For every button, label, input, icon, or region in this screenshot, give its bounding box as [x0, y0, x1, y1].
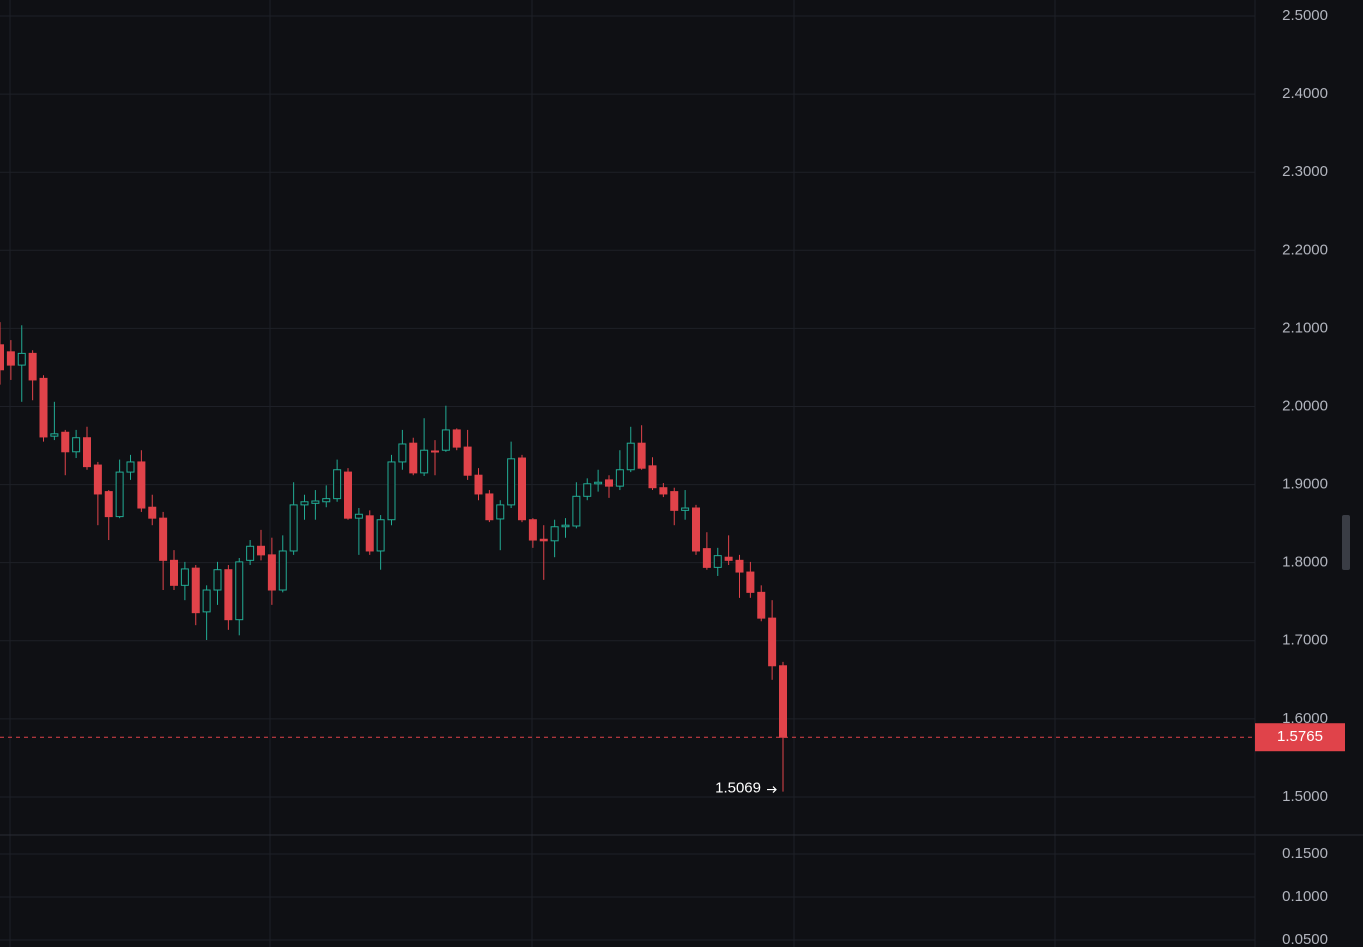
- y-tick-label: 1.7000: [1282, 632, 1328, 649]
- candle-body: [6, 351, 15, 366]
- time-grid: [9, 0, 1056, 947]
- candle-body: [702, 548, 711, 568]
- candle-body: [713, 555, 722, 568]
- candle-body: [474, 474, 483, 495]
- y-tick-label: 2.5000: [1282, 7, 1328, 24]
- y-tick-label: 2.3000: [1282, 163, 1328, 180]
- candle-body: [159, 517, 168, 561]
- candle-body: [333, 469, 342, 500]
- candle-body: [659, 487, 668, 495]
- candle-body: [583, 483, 592, 497]
- candle-body: [235, 561, 244, 621]
- candle-body: [115, 471, 124, 518]
- candle-body: [202, 589, 211, 613]
- candle-body: [594, 481, 603, 485]
- candle-body: [724, 556, 733, 561]
- candle-body: [648, 465, 657, 489]
- candle-body: [126, 461, 135, 473]
- candle-body: [83, 437, 91, 468]
- candle-body: [289, 504, 298, 552]
- candle-body: [191, 567, 200, 614]
- candle-body: [561, 524, 570, 528]
- candle-body: [387, 461, 396, 521]
- candle-body: [485, 493, 494, 521]
- y-tick-label: 1.5000: [1282, 788, 1328, 805]
- y-tick-label: 1.6000: [1282, 710, 1328, 727]
- candle-body: [267, 554, 276, 591]
- candle-body: [735, 559, 744, 573]
- candle-body: [93, 464, 102, 495]
- candle-body: [779, 665, 787, 738]
- candle-body: [626, 442, 635, 471]
- candle-body: [441, 429, 450, 451]
- candle-body: [300, 501, 309, 506]
- candle-body: [278, 550, 287, 591]
- candle-body: [224, 569, 233, 621]
- candle-body: [39, 377, 48, 438]
- low-arrow: [767, 786, 777, 794]
- candle-body: [431, 450, 439, 453]
- candle-body: [670, 491, 679, 511]
- candle-body: [246, 545, 255, 561]
- candle-body: [692, 507, 700, 552]
- candle-body: [322, 498, 331, 503]
- y-tick-label: 2.2000: [1282, 241, 1328, 258]
- candle-body: [550, 526, 559, 542]
- candle-body: [376, 519, 385, 552]
- last-price-badge: [1255, 723, 1345, 752]
- candle-body: [518, 457, 526, 521]
- candle-body: [50, 433, 59, 437]
- candle-body: [528, 519, 537, 541]
- candle-body: [420, 449, 429, 474]
- last-price-label: 1.5765: [1277, 728, 1323, 745]
- candle-body: [0, 344, 4, 371]
- candle-body: [539, 538, 548, 542]
- candle-body: [137, 461, 146, 509]
- candle-body: [311, 500, 320, 504]
- y-tick-label: 2.1000: [1282, 319, 1328, 336]
- y-tick-label: 2.4000: [1282, 85, 1328, 102]
- candle-body: [104, 491, 113, 518]
- y-tick-label: 0.1500: [1282, 845, 1328, 862]
- y-tick-label: 1.8000: [1282, 554, 1328, 571]
- candle-body: [257, 545, 265, 556]
- candle-body: [28, 352, 37, 381]
- low-label: 1.5069: [715, 780, 761, 797]
- candle-body: [746, 571, 755, 593]
- candle-body: [72, 437, 81, 453]
- candle-body: [354, 513, 363, 519]
- candle-body: [61, 431, 70, 453]
- candle-body: [17, 352, 26, 366]
- candle-body: [365, 515, 374, 552]
- candle-body: [463, 446, 472, 476]
- candle-body: [180, 568, 189, 586]
- candle-body: [605, 479, 613, 487]
- candle-body: [637, 442, 646, 469]
- candle-body: [507, 458, 516, 506]
- candle-body: [496, 504, 505, 520]
- candle-body: [681, 507, 690, 511]
- candle-body: [409, 442, 418, 474]
- y-tick-label: 0.0500: [1282, 931, 1328, 947]
- candle-body: [572, 495, 581, 527]
- y-tick-label: 1.9000: [1282, 476, 1328, 493]
- candle-body: [344, 471, 352, 519]
- y-tick-label: 2.0000: [1282, 397, 1328, 414]
- candle-body: [213, 569, 222, 591]
- y-tick-label: 0.1000: [1282, 888, 1328, 905]
- candle-body: [615, 469, 624, 487]
- candle-body: [757, 591, 766, 619]
- candle-body: [768, 617, 777, 667]
- candle-body: [398, 443, 407, 463]
- candle-body: [452, 429, 461, 448]
- candle-body: [148, 506, 157, 519]
- candle-body: [170, 559, 178, 586]
- pane-handle[interactable]: [1342, 515, 1350, 570]
